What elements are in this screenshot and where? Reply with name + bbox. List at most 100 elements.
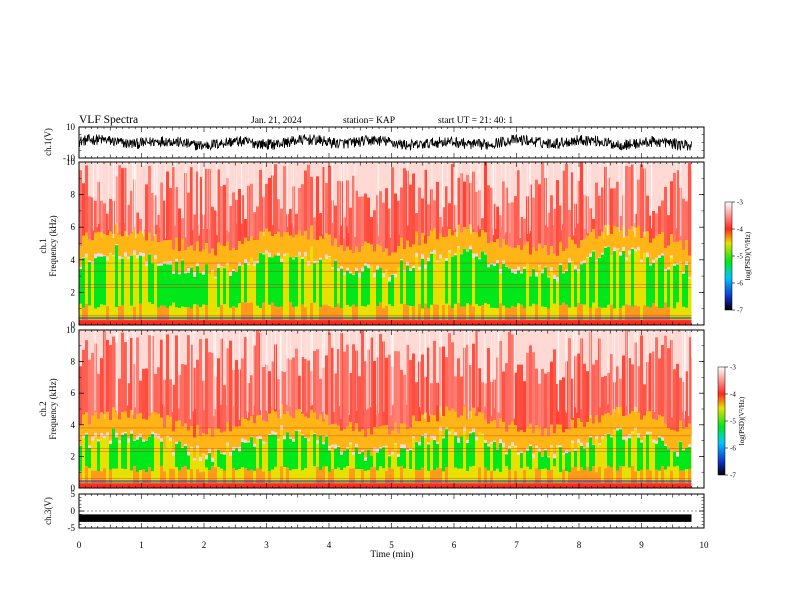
ch1-spectrogram-cell-low: [508, 308, 511, 321]
ch1-spectrogram-cell-red: [637, 179, 640, 226]
ch2-spectrogram-cell-green: [616, 430, 619, 471]
ch1-waveform-ytick-label: -10: [63, 153, 75, 163]
ch1-spectrogram-cell-green: [652, 263, 655, 303]
ch2-spectrogram-cell-low: [148, 467, 151, 484]
ch1-spectrogram-cell-low: [214, 303, 217, 321]
ch2-spectrogram-cell-bottom: [145, 483, 148, 488]
ch1-spectrogram-cell-bottom: [283, 320, 286, 325]
ch2-spectrogram-cell-low: [616, 470, 619, 484]
ch1-spectrogram-cell-low: [499, 303, 502, 321]
ch1-spectrogram-cell-orange: [328, 234, 331, 256]
ch2-spectrogram-cell-bottom: [106, 483, 109, 488]
ch2-spectrogram-cell-orange: [439, 406, 442, 427]
ch1-spectrogram-cell-low: [193, 304, 196, 321]
ch1-spectrogram-cell-green: [106, 260, 109, 307]
ch1-spectrogram-cell-low: [103, 305, 106, 321]
ch1-spectrogram-cell-green: [568, 262, 571, 308]
ch2-spectrogram-cell-bottom: [517, 483, 520, 488]
ch1-spectrogram-cell-low: [478, 306, 481, 321]
ch1-spectrogram-cell-green: [403, 272, 406, 305]
ch2-spectrogram-cell-orange: [685, 427, 688, 448]
ch1-spectrogram-cell-low: [142, 307, 145, 321]
ch1-spectrogram-cell-green: [610, 255, 613, 305]
ch2-spectrogram-cell-green: [613, 430, 616, 471]
ch2-spectrogram-cell-red: [514, 372, 517, 426]
ch2-spectrogram-cell-orange: [667, 428, 670, 449]
ch1-spectrogram-cell-bottom: [601, 320, 604, 325]
ch1-spectrogram-cell-green: [559, 265, 562, 306]
ch2-spectrogram-cell-green: [559, 447, 562, 473]
ch2-spectrogram-cell-red: [241, 358, 244, 418]
ch2-spectrogram-cell-low: [160, 465, 163, 484]
ch1-spectrogram-cell-bottom: [628, 320, 631, 325]
ch1-spectrogram-cell-low: [301, 304, 304, 321]
ch2-spectrogram-cell-orange: [661, 416, 664, 438]
ch1-spectrogram-cell-red: [577, 180, 580, 248]
ch2-spectrogram-cell-green: [646, 434, 649, 470]
ch1-spectrogram-cell-red: [118, 165, 121, 235]
ch1-spectrogram-cell-red: [394, 193, 397, 253]
ch1-spectrogram-cell-orange: [475, 232, 478, 254]
ch2-spectrogram-cell-green: [619, 429, 622, 467]
ch2-spectrogram-cell-orange: [562, 432, 565, 453]
ch2-spectrogram-cell-red: [664, 335, 667, 424]
ch1-spectrogram-cell-orange: [508, 246, 511, 268]
ch2-spectrogram-cell-bottom: [256, 483, 259, 488]
ch2-spectrogram-cell-bottom: [247, 483, 250, 488]
ch2-spectrogram-cell-green: [376, 452, 379, 471]
ch1-spectrogram-cell-orange: [487, 243, 490, 265]
ch2-spectrogram-cell-low: [376, 470, 379, 484]
ch2-spectrogram-cell-bottom: [259, 483, 262, 488]
ch1-spectrogram-cell-low: [223, 304, 226, 321]
ch1-spectrogram-cell-orange: [385, 248, 388, 270]
ch1-spectrogram-cell-orange: [682, 250, 685, 272]
ch1-spectrogram-cell-orange: [625, 236, 628, 258]
ch1-spectrogram-cell-orange: [511, 247, 514, 270]
ch1-spectrogram-cell-orange: [499, 247, 502, 270]
ch1-spectrogram-cell-orange: [667, 245, 670, 267]
ch1-spectrogram-cell-low: [208, 305, 211, 321]
ch1-spectrogram-cell-orange: [493, 242, 496, 264]
ch2-spectrogram-cell-bottom: [325, 483, 328, 488]
ch1-spectrogram-cell-low: [472, 306, 475, 321]
ch2-spectrogram-cell-orange: [214, 427, 217, 449]
ch2-spectrogram-cell-green: [610, 437, 613, 468]
ch1-spectrogram-cell-low: [535, 304, 538, 321]
ch1-spectrogram-cell-low: [433, 304, 436, 321]
ch2-spectrogram-cell-bottom: [571, 483, 574, 488]
ch1-spectrogram-cell-orange: [589, 231, 592, 254]
ch1-spectrogram-cell-low: [397, 305, 400, 321]
ch1-spectrogram-cell-bottom: [358, 320, 361, 325]
ch2-spectrogram-cell-low: [289, 470, 292, 484]
ch2-spectrogram-cell-red: [556, 383, 559, 425]
ch2-spectrogram-cell-bottom: [523, 483, 526, 488]
ch2-spectrogram-cell-green: [250, 437, 253, 470]
ch1-spectrogram-cell-low: [634, 305, 637, 321]
ch2-spectrogram-cell-low: [538, 469, 541, 484]
ch1-spectrogram-cell-bottom: [481, 320, 484, 325]
ch2-spectrogram-cell-low: [526, 466, 529, 484]
ch1-spectrogram-cell-red: [232, 192, 235, 249]
ch1-spectrogram-cell-low: [121, 305, 124, 321]
ch1-spectrogram-cell-green: [439, 258, 442, 305]
ch1-spectrogram-cell-bottom: [688, 320, 691, 325]
ch1-spectrogram-cell-green: [142, 256, 145, 308]
ch1-spectrogram-cell-orange: [193, 250, 196, 273]
ch1-spectrogram-cell-green: [88, 261, 91, 306]
ch1-spectrogram-cell-green: [136, 258, 139, 305]
ch1-spectrogram-cell-orange: [421, 232, 424, 255]
ch1-spectrogram-cell-bottom: [550, 320, 553, 325]
ch2-spectrogram-cell-green: [394, 444, 397, 473]
ch2-spectrogram-cell-bottom: [133, 483, 136, 488]
ch1-spectrogram-cell-low: [178, 308, 181, 321]
ch1-spectrogram-cell-orange: [523, 245, 526, 267]
ch2-spectrogram-cell-green: [97, 441, 100, 472]
ch2-spectrogram-cell-low: [496, 468, 499, 484]
ch2-spectrogram-cell-red: [607, 372, 610, 413]
ch2-spectrogram-cell-red: [112, 336, 115, 408]
ch2-spectrogram-cell-orange: [670, 430, 673, 451]
ch1-spectrogram-cell-low: [286, 305, 289, 321]
ch2-spectrogram-cell-low: [685, 469, 688, 484]
ch2-spectrogram-cell-red: [616, 366, 619, 408]
